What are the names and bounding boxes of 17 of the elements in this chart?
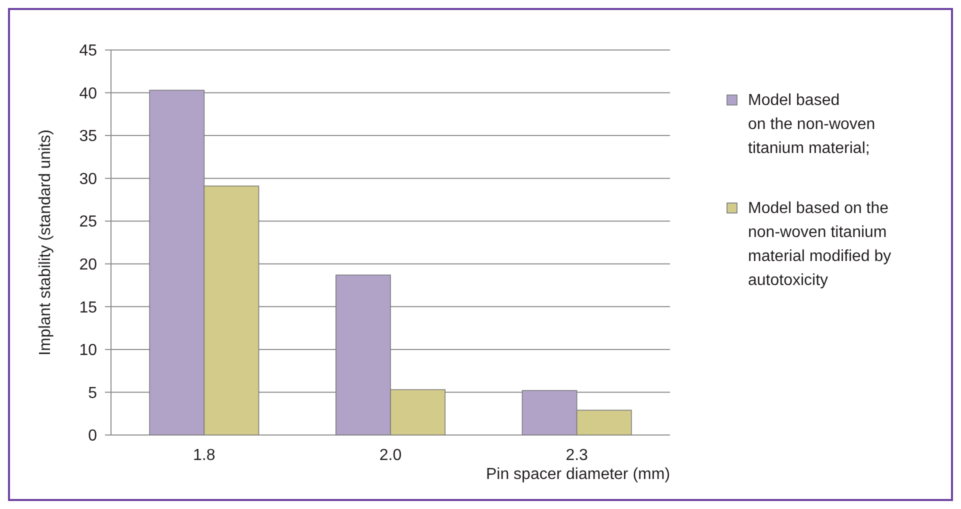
- y-tick-label: 10: [79, 342, 98, 360]
- y-tick-label: 20: [79, 256, 98, 274]
- x-tick-label: 1.8: [193, 447, 216, 464]
- y-tick-label: 15: [79, 299, 98, 316]
- y-axis-title: Implant stability (standard units): [37, 130, 54, 356]
- y-tick-label: 25: [79, 214, 98, 231]
- x-tick-label: 2.3: [566, 447, 588, 464]
- y-tick-label: 45: [79, 42, 98, 60]
- y-tick-label: 0: [88, 428, 98, 445]
- legend-label: Model based on the non-woven titanium material modified by autotoxicity: [748, 200, 892, 289]
- x-axis-title: Pin spacer diameter (mm): [486, 466, 670, 483]
- y-tick-label: 35: [79, 128, 98, 146]
- y-tick-label: 5: [88, 384, 98, 402]
- y-tick-label: 40: [79, 85, 98, 102]
- y-tick-label: 30: [79, 170, 98, 188]
- x-tick-label: 2.0: [379, 447, 402, 464]
- legend-label: Model based on the non-woven titanium material;: [748, 92, 876, 157]
